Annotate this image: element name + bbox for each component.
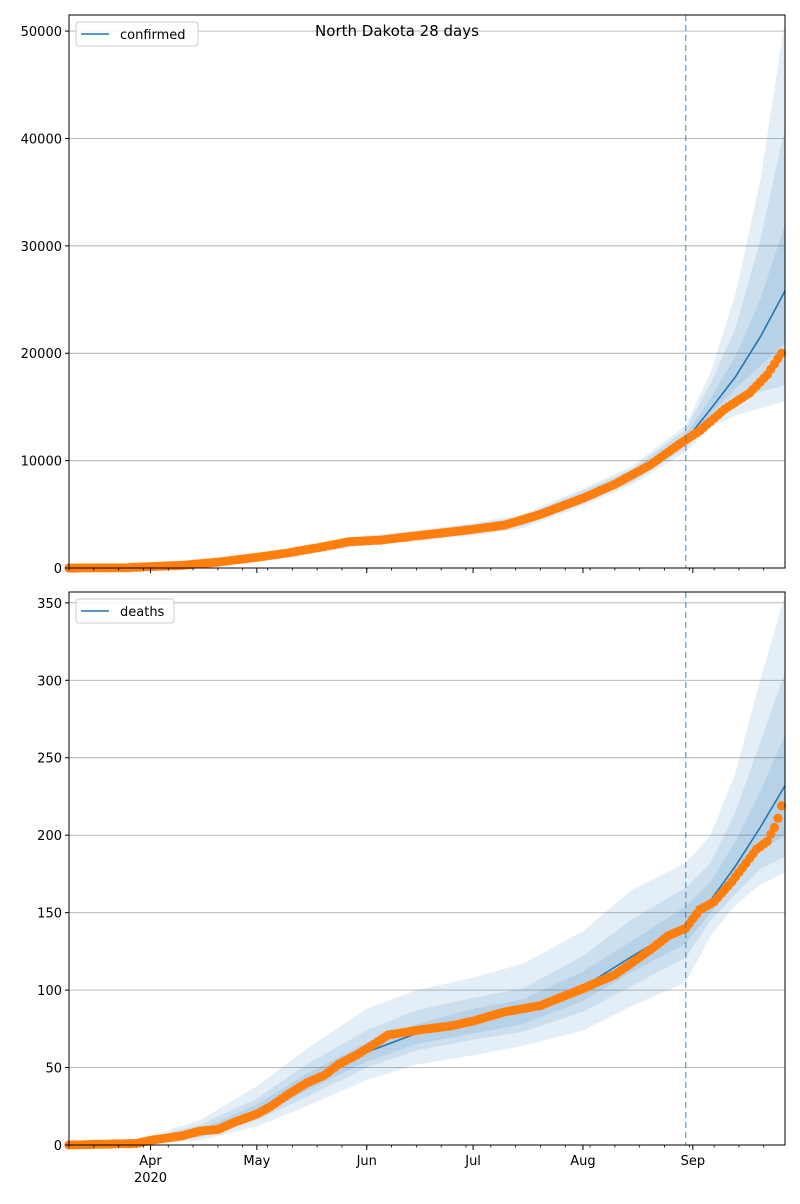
y-tick-label: 30000 [21,240,62,255]
x-tick-label: Apr [139,1154,162,1169]
legend-box [75,21,199,47]
y-tick-label: 20000 [21,347,62,362]
x-tick-label: Sep [681,1154,706,1169]
observed-point [762,836,772,847]
y-tick-label: 40000 [21,132,62,147]
uncertainty-band-3 [69,734,785,1145]
legend-label: confirmed [120,28,186,43]
panel-deaths: 0 50 100 150 200 250 300 350 Apr 2020 May Jun Jul Aug… [37,591,787,1186]
chart-title: North Dakota 28 days [315,22,479,40]
uncertainty-band-3 [69,224,785,568]
y-tick-label: 250 [37,752,62,767]
x-tick-sublabel: 2020 [134,1171,167,1186]
fit-line-confirmed [68,290,786,569]
panel-confirmed: 0 10000 20000 30000 40000 50000 confirmed [21,14,787,577]
uncertainty-band-1 [69,20,785,568]
y-tick-label: 50 [45,1062,62,1077]
y-tick-label: 50000 [21,25,62,40]
x-tick-label: Jun [356,1154,377,1169]
y-tick-label: 0 [54,1139,62,1154]
observed-point [776,801,787,811]
uncertainty-band-2 [69,672,785,1145]
y-tick-label: 150 [37,907,62,922]
plot-frame [68,591,786,1146]
observed-point [766,829,776,840]
y-tick-label: 100 [37,984,62,999]
y-tick-label: 350 [37,597,62,612]
uncertainty-band-2 [69,127,785,568]
y-tick-label: 10000 [21,455,62,470]
x-tick-label: May [243,1154,270,1169]
uncertainty-band-1 [69,595,785,1145]
legend-box [75,598,175,624]
x-tick-label: Jul [464,1154,481,1169]
x-tick-label: Aug [570,1154,595,1169]
observed-point [773,813,783,823]
y-tick-label: 0 [54,562,62,577]
observed-point [769,822,780,833]
legend-label: deaths [120,605,165,620]
observed-point [776,348,787,358]
y-tick-label: 200 [37,829,62,844]
plot-frame [68,14,786,569]
y-tick-label: 300 [37,674,62,689]
